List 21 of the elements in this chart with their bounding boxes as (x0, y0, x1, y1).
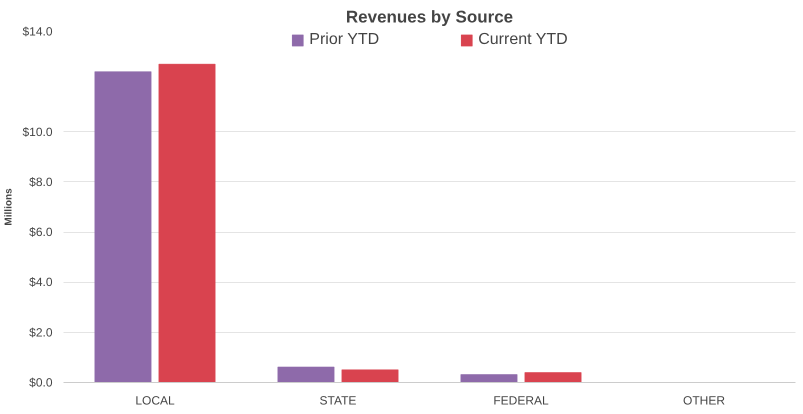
chart-title: Revenues by Source (346, 8, 514, 26)
bar (278, 366, 334, 382)
legend-label: Current YTD (478, 31, 568, 49)
x-tick-label: STATE (320, 394, 356, 408)
y-axis-title: Millions (3, 188, 14, 226)
bar (158, 64, 216, 382)
x-tick-label: LOCAL (135, 394, 175, 408)
bar (524, 372, 582, 382)
legend-label: Prior YTD (309, 31, 380, 49)
y-tick-label: $6.0 (29, 225, 53, 240)
y-tick-label: $10.0 (22, 124, 53, 139)
y-tick-label: $2.0 (29, 325, 53, 340)
bar (94, 71, 152, 382)
y-tick-label: $4.0 (29, 275, 53, 290)
x-tick-label: FEDERAL (493, 394, 549, 408)
x-tick-label: OTHER (683, 394, 726, 408)
bar (342, 369, 398, 382)
y-tick-label: $8.0 (29, 174, 53, 189)
bar (460, 374, 518, 382)
y-tick-label: $0.0 (29, 376, 53, 390)
y-tick-label: $14.0 (22, 24, 53, 38)
